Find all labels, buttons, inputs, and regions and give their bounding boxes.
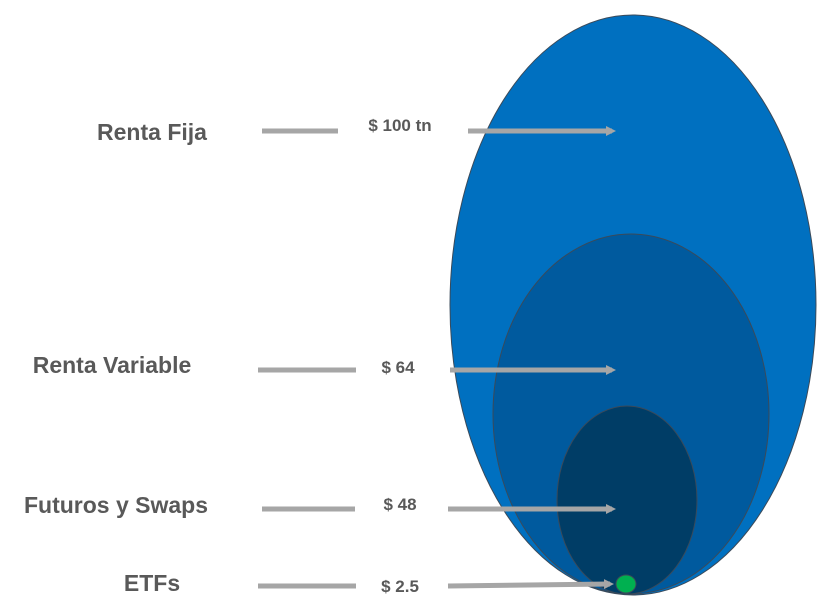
- ellipse-futuros-swaps: [556, 405, 698, 595]
- value-renta-variable: $ 64: [381, 358, 415, 377]
- label-futuros-swaps: Futuros y Swaps: [24, 492, 208, 518]
- value-renta-fija: $ 100 tn: [368, 116, 431, 135]
- value-etfs: $ 2.5: [381, 577, 419, 596]
- ellipse-etfs: [615, 574, 637, 594]
- label-etfs: ETFs: [124, 570, 180, 596]
- label-renta-variable: Renta Variable: [33, 352, 192, 378]
- label-renta-fija: Renta Fija: [97, 119, 207, 145]
- value-futuros-swaps: $ 48: [383, 495, 416, 514]
- arrow-etfs: [447, 579, 614, 590]
